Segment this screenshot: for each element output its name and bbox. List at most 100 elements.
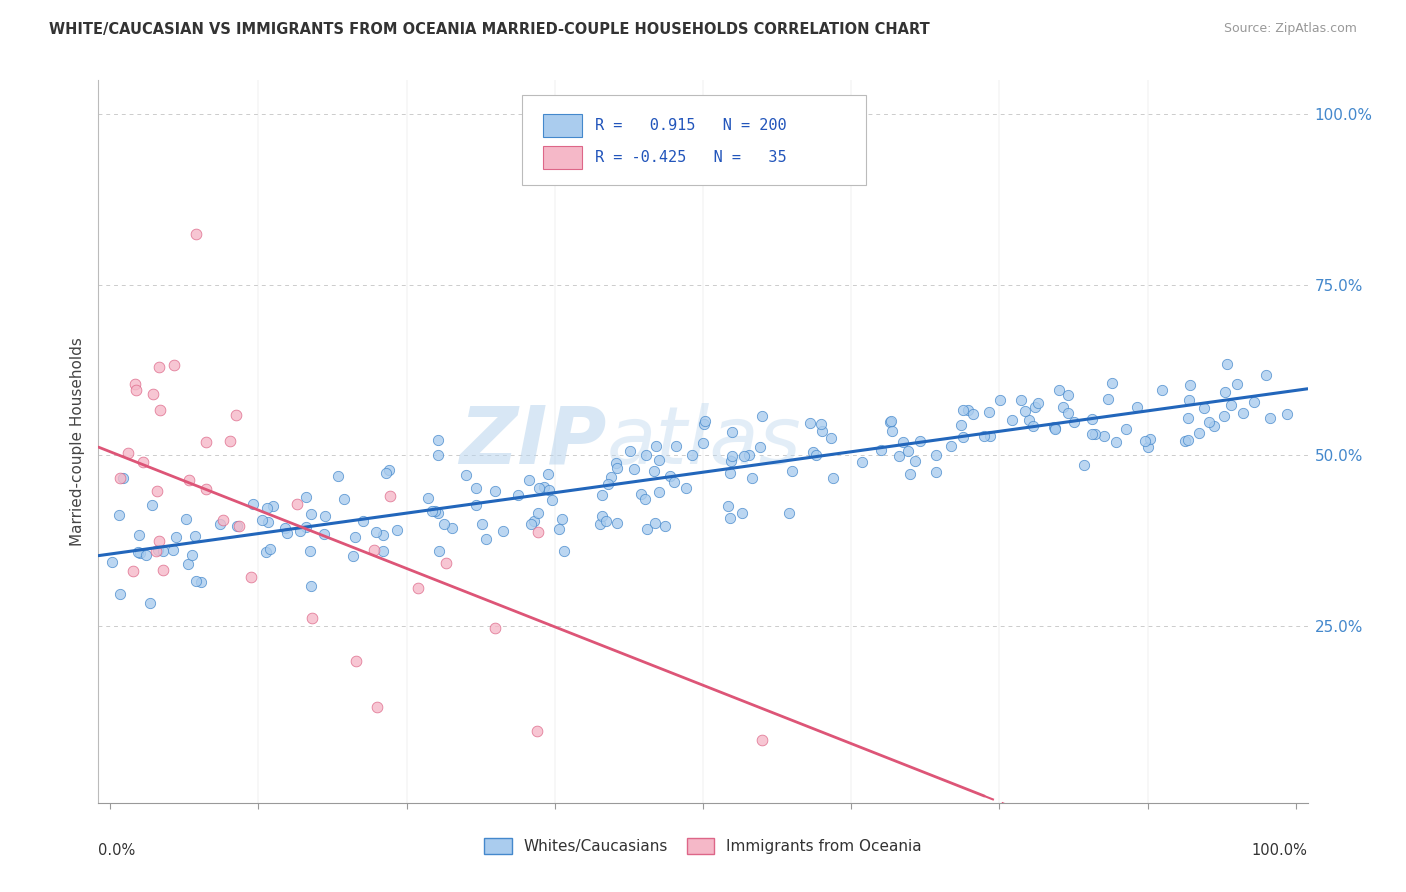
Point <box>551 512 574 526</box>
Point <box>780 464 803 478</box>
Point <box>1152 383 1174 397</box>
Point <box>127 545 149 559</box>
Point <box>239 569 262 583</box>
Point <box>1178 378 1201 392</box>
Point <box>801 445 824 459</box>
Point <box>1052 401 1074 415</box>
Point <box>427 506 450 520</box>
Point <box>162 543 184 558</box>
Point <box>623 462 645 476</box>
Point <box>254 545 277 559</box>
Point <box>259 541 281 556</box>
Point <box>181 548 204 562</box>
Point <box>1057 388 1080 402</box>
Point <box>654 518 676 533</box>
Point <box>811 424 834 438</box>
Text: ZIP: ZIP <box>458 402 606 481</box>
Point <box>1001 413 1024 427</box>
FancyBboxPatch shape <box>543 114 582 137</box>
Point <box>149 403 172 417</box>
Point <box>434 557 457 571</box>
Point <box>108 587 131 601</box>
Point <box>540 492 562 507</box>
Point <box>1043 420 1066 434</box>
Point <box>870 442 893 457</box>
Point <box>475 533 498 547</box>
Point <box>605 456 627 470</box>
Point <box>225 408 247 422</box>
Point <box>717 499 740 513</box>
Point <box>184 574 207 588</box>
Point <box>904 454 927 468</box>
Point <box>1043 422 1066 436</box>
Point <box>820 431 842 445</box>
Text: Source: ZipAtlas.com: Source: ZipAtlas.com <box>1223 22 1357 36</box>
Legend: Whites/Caucasians, Immigrants from Oceania: Whites/Caucasians, Immigrants from Ocean… <box>478 832 928 860</box>
Point <box>290 524 312 539</box>
Point <box>262 500 284 514</box>
Point <box>139 597 162 611</box>
Point <box>1188 425 1211 440</box>
Point <box>741 471 763 485</box>
Point <box>492 524 515 538</box>
Point <box>366 699 388 714</box>
Point <box>1014 404 1036 418</box>
Point <box>720 453 742 467</box>
Point <box>373 543 395 558</box>
Point <box>184 529 207 543</box>
Point <box>659 469 682 483</box>
Point <box>898 467 921 481</box>
Text: WHITE/CAUCASIAN VS IMMIGRANTS FROM OCEANIA MARRIED-COUPLE HOUSEHOLDS CORRELATION: WHITE/CAUCASIAN VS IMMIGRANTS FROM OCEAN… <box>49 22 929 37</box>
Point <box>273 521 295 535</box>
Point <box>778 507 800 521</box>
Point <box>344 654 367 668</box>
Point <box>1047 383 1070 397</box>
Point <box>484 622 506 636</box>
Point <box>179 473 201 487</box>
Point <box>177 558 200 572</box>
Point <box>547 522 569 536</box>
Text: R = -0.425   N =   35: R = -0.425 N = 35 <box>595 150 787 165</box>
Point <box>256 501 278 516</box>
Point <box>333 491 356 506</box>
Point <box>527 525 550 540</box>
Point <box>342 549 364 563</box>
Point <box>806 448 828 462</box>
Point <box>228 519 250 533</box>
Point <box>226 518 249 533</box>
Point <box>896 443 918 458</box>
Point <box>152 563 174 577</box>
Point <box>141 498 163 512</box>
Point <box>956 403 979 417</box>
Point <box>527 481 550 495</box>
Point <box>101 555 124 569</box>
Point <box>314 526 336 541</box>
Point <box>506 488 529 502</box>
Point <box>1101 376 1123 390</box>
Point <box>1043 421 1066 435</box>
Point <box>471 516 494 531</box>
Point <box>636 448 658 462</box>
Point <box>681 448 703 462</box>
Point <box>1133 434 1156 449</box>
Point <box>1192 401 1215 416</box>
Point <box>1232 406 1254 420</box>
Point <box>1258 411 1281 425</box>
Point <box>721 425 744 439</box>
Text: atlas: atlas <box>606 402 801 481</box>
Y-axis label: Married-couple Households: Married-couple Households <box>69 337 84 546</box>
Point <box>1139 432 1161 446</box>
Point <box>465 498 488 512</box>
Point <box>636 523 658 537</box>
Point <box>298 544 321 558</box>
Point <box>645 439 668 453</box>
Point <box>517 473 540 487</box>
Point <box>385 524 408 538</box>
Point <box>107 508 129 522</box>
Point <box>148 543 170 558</box>
Point <box>718 466 741 480</box>
Point <box>125 384 148 398</box>
Point <box>630 487 652 501</box>
Point <box>276 526 298 541</box>
Point <box>1018 413 1040 427</box>
